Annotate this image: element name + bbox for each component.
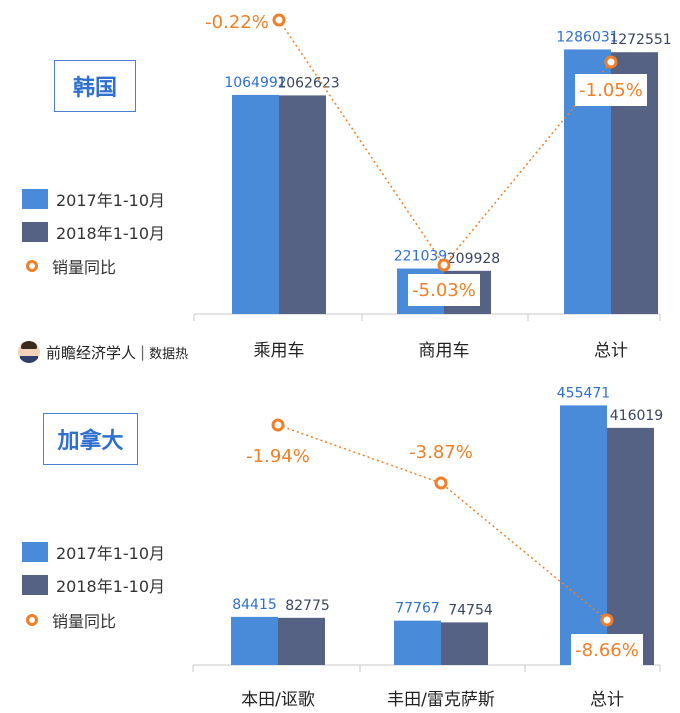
category-label: 乘用车 [254, 341, 305, 361]
legend-2017-korea: 2017年1-10月 [22, 187, 165, 211]
bar-2018 [607, 427, 654, 665]
legend-2018-canada: 2018年1-10月 [22, 573, 165, 597]
bar-2017 [560, 405, 607, 665]
category-label: 本田/讴歌 [241, 690, 315, 709]
yoy-line [277, 424, 608, 621]
yoy-label-box [571, 634, 643, 666]
data-label-2017: 77767 [395, 601, 440, 617]
yoy-label-box [575, 74, 647, 106]
legend-2018-korea: 2018年1-10月 [22, 220, 165, 244]
data-label-2017: 1286031 [556, 29, 618, 45]
yoy-label: -5.03% [412, 280, 476, 301]
data-label-2018: 416019 [610, 408, 663, 424]
data-label-2018: 209928 [447, 251, 500, 267]
yoy-marker [604, 55, 618, 69]
data-label-2018: 74754 [448, 602, 493, 618]
bar-2017 [231, 616, 278, 665]
legend-label-2018: 2018年1-10月 [56, 577, 166, 596]
legend-swatch-2018 [22, 222, 48, 242]
data-label-2018: 82775 [285, 598, 330, 614]
yoy-label: -0.22% [205, 12, 269, 33]
bar-2018 [278, 617, 325, 665]
yoy-label: -3.87% [409, 442, 473, 463]
brand-watermark: 前瞻经济学人 | 数据热 [18, 341, 188, 363]
legend-2017-canada: 2017年1-10月 [22, 540, 165, 564]
category-label: 总计 [590, 690, 624, 709]
category-label: 总计 [594, 341, 628, 361]
legend-label-2017: 2017年1-10月 [56, 191, 166, 210]
avatar [18, 341, 40, 363]
data-label-2017: 84415 [232, 597, 277, 613]
yoy-label: -8.66% [575, 640, 639, 661]
legend-yoy-canada: 销量同比 [22, 608, 116, 632]
category-label: 商用车 [419, 341, 470, 361]
legend-swatch-2018 [22, 575, 48, 595]
yoy-marker [437, 258, 451, 272]
yoy-marker [600, 613, 614, 627]
legend-marker-yoy [26, 614, 38, 626]
data-label-2018: 1272551 [609, 32, 671, 48]
yoy-label-box [408, 274, 480, 306]
legend-label-yoy: 销量同比 [52, 612, 117, 631]
bar-2017 [394, 620, 441, 665]
yoy-marker [434, 476, 448, 490]
legend-yoy-korea: 销量同比 [22, 254, 116, 278]
legend-label-2017: 2017年1-10月 [56, 544, 166, 563]
yoy-marker [272, 13, 286, 27]
data-label-2018: 1062623 [277, 75, 339, 91]
legend-label-2018: 2018年1-10月 [56, 224, 166, 243]
legend-marker-yoy [26, 260, 38, 272]
data-label-2017: 221039 [394, 249, 447, 265]
legend-label-yoy: 销量同比 [52, 258, 117, 277]
bar-2018 [279, 95, 326, 315]
panel-label-korea: 韩国 [54, 60, 136, 112]
brand-sub: 数据热 [149, 346, 189, 362]
legend-swatch-2017 [22, 542, 48, 562]
legend-swatch-2017 [22, 189, 48, 209]
category-label: 丰田/雷克萨斯 [387, 690, 495, 709]
bar-2017 [232, 94, 279, 315]
brand-separator: | [140, 343, 146, 361]
yoy-label: -1.94% [246, 446, 310, 467]
brand-name: 前瞻经济学人 [46, 343, 137, 362]
data-label-2017: 455471 [557, 385, 610, 401]
yoy-label: -1.05% [579, 80, 643, 101]
panel-label-canada: 加拿大 [43, 413, 138, 465]
data-label-2017: 1064992 [224, 75, 286, 91]
yoy-line [278, 19, 612, 267]
bar-2018 [441, 622, 488, 665]
yoy-marker [271, 418, 285, 432]
